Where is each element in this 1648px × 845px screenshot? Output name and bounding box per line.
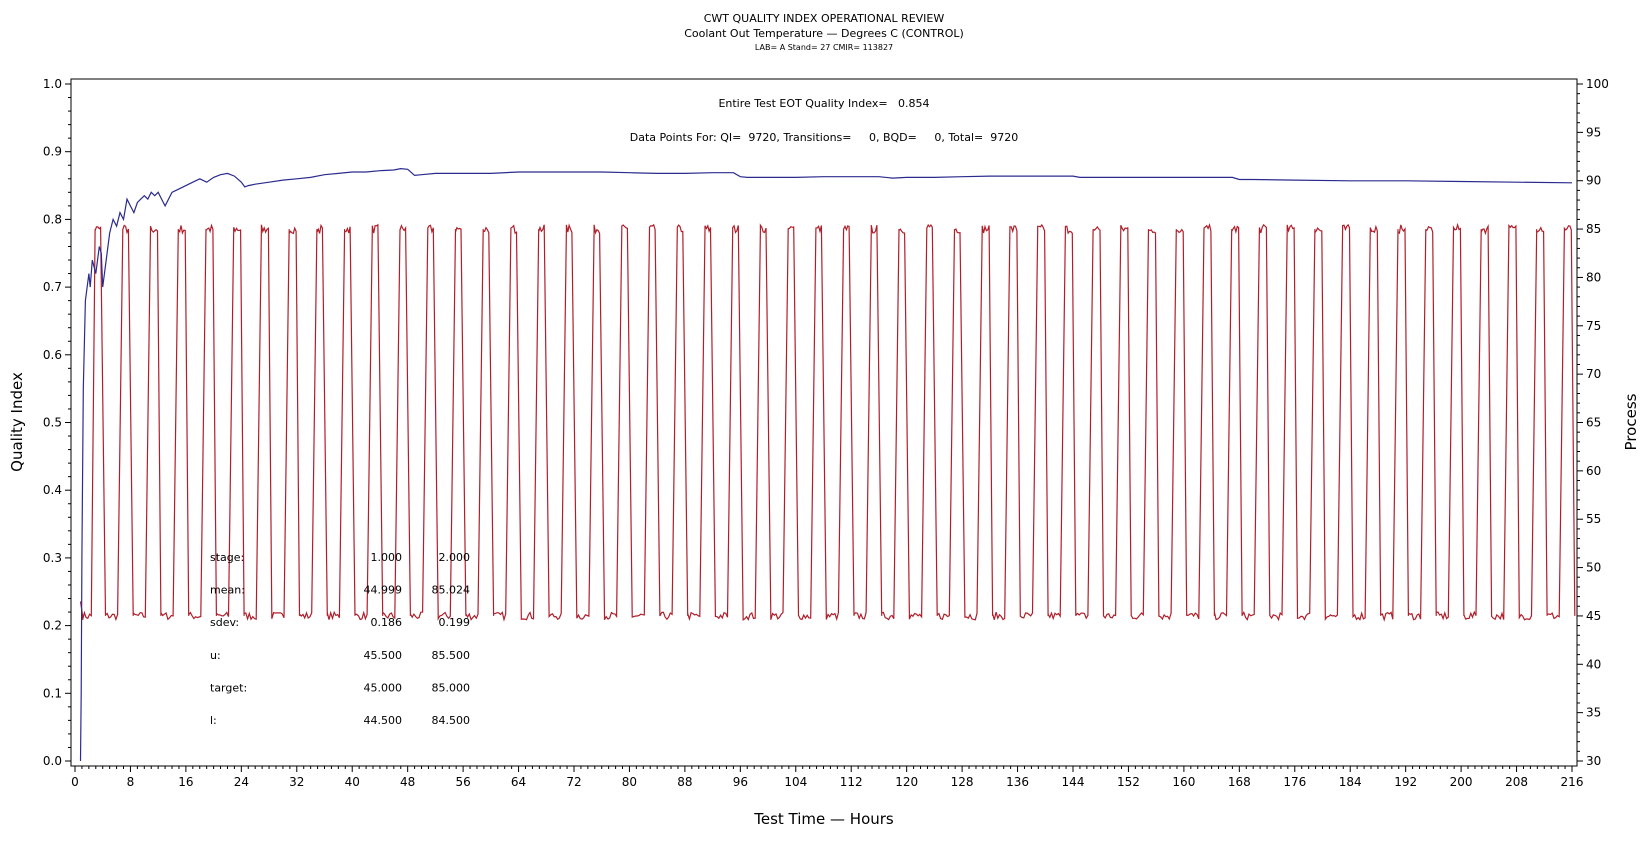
y2-tick-label: 35 bbox=[1586, 706, 1601, 720]
stats-stage2-value: 85.500 bbox=[432, 649, 471, 662]
quality-index-series-line bbox=[79, 167, 1573, 762]
y-tick-label: 1.0 bbox=[43, 77, 62, 91]
stats-stage1-value: 1.000 bbox=[371, 551, 403, 564]
y-tick-label: 0.0 bbox=[43, 754, 62, 768]
chart-subtitle-lab: LAB= A Stand= 27 CMIR= 113827 bbox=[755, 43, 893, 52]
stats-stage2-value: 85.000 bbox=[432, 681, 471, 694]
stats-row-label: l: bbox=[210, 714, 217, 727]
tick-labels: 0 8 16 24 32 40 48 56 64 72 80 88 96 104 112 120 128 136 1… bbox=[43, 77, 1609, 789]
y2-tick-label: 85 bbox=[1586, 222, 1601, 236]
x-tick-label: 120 bbox=[895, 775, 918, 789]
y2-tick-label: 75 bbox=[1586, 319, 1601, 333]
y-tick-label: 0.9 bbox=[43, 145, 62, 159]
x-tick-label: 56 bbox=[455, 775, 470, 789]
x-tick-label: 32 bbox=[289, 775, 304, 789]
y-tick-label: 0.4 bbox=[43, 483, 62, 497]
x-tick-label: 168 bbox=[1228, 775, 1251, 789]
stats-stage1-value: 0.186 bbox=[371, 616, 403, 629]
y-tick-label: 0.8 bbox=[43, 212, 62, 226]
y2-tick-label: 30 bbox=[1586, 754, 1601, 768]
x-tick-label: 200 bbox=[1450, 775, 1473, 789]
x-tick-label: 128 bbox=[951, 775, 974, 789]
stats-stage2-value: 85.024 bbox=[432, 584, 471, 597]
y-tick-label: 0.2 bbox=[43, 619, 62, 633]
x-tick-label: 96 bbox=[733, 775, 748, 789]
process-series-line bbox=[79, 222, 1576, 622]
x-tick-label: 176 bbox=[1283, 775, 1306, 789]
x-tick-label: 160 bbox=[1172, 775, 1195, 789]
axis-ticks bbox=[65, 83, 1583, 772]
y-tick-label: 0.5 bbox=[43, 416, 62, 430]
x-tick-label: 136 bbox=[1006, 775, 1029, 789]
y-tick-label: 0.1 bbox=[43, 686, 62, 700]
y2-axis-label: Process bbox=[1622, 393, 1640, 450]
x-tick-label: 48 bbox=[400, 775, 415, 789]
stats-row-label: stage: bbox=[210, 551, 244, 564]
x-tick-label: 16 bbox=[178, 775, 193, 789]
stats-stage1-value: 45.000 bbox=[364, 681, 403, 694]
stats-row-label: u: bbox=[210, 649, 221, 662]
x-tick-label: 8 bbox=[127, 775, 135, 789]
y2-tick-label: 65 bbox=[1586, 416, 1601, 430]
y-tick-label: 0.7 bbox=[43, 280, 62, 294]
x-tick-label: 80 bbox=[622, 775, 637, 789]
points-annotation: Data Points For: QI= 9720, Transitions= … bbox=[630, 131, 1018, 144]
qi-annotation: Entire Test EOT Quality Index= 0.854 bbox=[718, 97, 929, 110]
stats-stage1-value: 44.500 bbox=[364, 714, 403, 727]
y2-tick-label: 50 bbox=[1586, 561, 1601, 575]
y2-tick-label: 60 bbox=[1586, 464, 1601, 478]
y2-tick-label: 70 bbox=[1586, 367, 1601, 381]
stats-stage1-value: 44.999 bbox=[364, 584, 403, 597]
x-tick-label: 64 bbox=[511, 775, 526, 789]
x-tick-label: 104 bbox=[784, 775, 807, 789]
x-tick-label: 152 bbox=[1117, 775, 1140, 789]
x-tick-label: 112 bbox=[840, 775, 863, 789]
y2-tick-label: 55 bbox=[1586, 512, 1601, 526]
x-tick-label: 40 bbox=[345, 775, 360, 789]
y2-tick-label: 40 bbox=[1586, 657, 1601, 671]
stats-row-label: target: bbox=[210, 681, 247, 694]
y-tick-label: 0.3 bbox=[43, 551, 62, 565]
y2-tick-label: 95 bbox=[1586, 125, 1601, 139]
y2-tick-label: 45 bbox=[1586, 609, 1601, 623]
y-tick-label: 0.6 bbox=[43, 348, 62, 362]
x-tick-label: 192 bbox=[1394, 775, 1417, 789]
stats-table: stage: 1.000 2.000 mean: 44.999 85.024 sdev: 0.… bbox=[210, 551, 470, 727]
y2-tick-label: 80 bbox=[1586, 270, 1601, 284]
y2-tick-label: 90 bbox=[1586, 174, 1601, 188]
stats-stage2-value: 2.000 bbox=[439, 551, 471, 564]
x-axis-label: Test Time — Hours bbox=[753, 810, 894, 828]
stats-row-label: mean: bbox=[210, 584, 245, 597]
stats-stage2-value: 84.500 bbox=[432, 714, 471, 727]
stats-row-label: sdev: bbox=[210, 616, 239, 629]
y-axis-label: Quality Index bbox=[8, 372, 26, 472]
x-tick-label: 88 bbox=[677, 775, 692, 789]
x-tick-label: 208 bbox=[1505, 775, 1528, 789]
x-tick-label: 0 bbox=[71, 775, 79, 789]
stats-stage1-value: 45.500 bbox=[364, 649, 403, 662]
y2-tick-label: 100 bbox=[1586, 77, 1609, 91]
x-tick-label: 24 bbox=[234, 775, 249, 789]
x-tick-label: 72 bbox=[566, 775, 581, 789]
x-tick-label: 184 bbox=[1339, 775, 1362, 789]
chart-title: CWT QUALITY INDEX OPERATIONAL REVIEW bbox=[704, 12, 945, 25]
chart-subtitle: Coolant Out Temperature — Degrees C (CON… bbox=[684, 27, 964, 40]
stats-stage2-value: 0.199 bbox=[439, 616, 471, 629]
x-tick-label: 144 bbox=[1062, 775, 1085, 789]
x-tick-label: 216 bbox=[1561, 775, 1584, 789]
